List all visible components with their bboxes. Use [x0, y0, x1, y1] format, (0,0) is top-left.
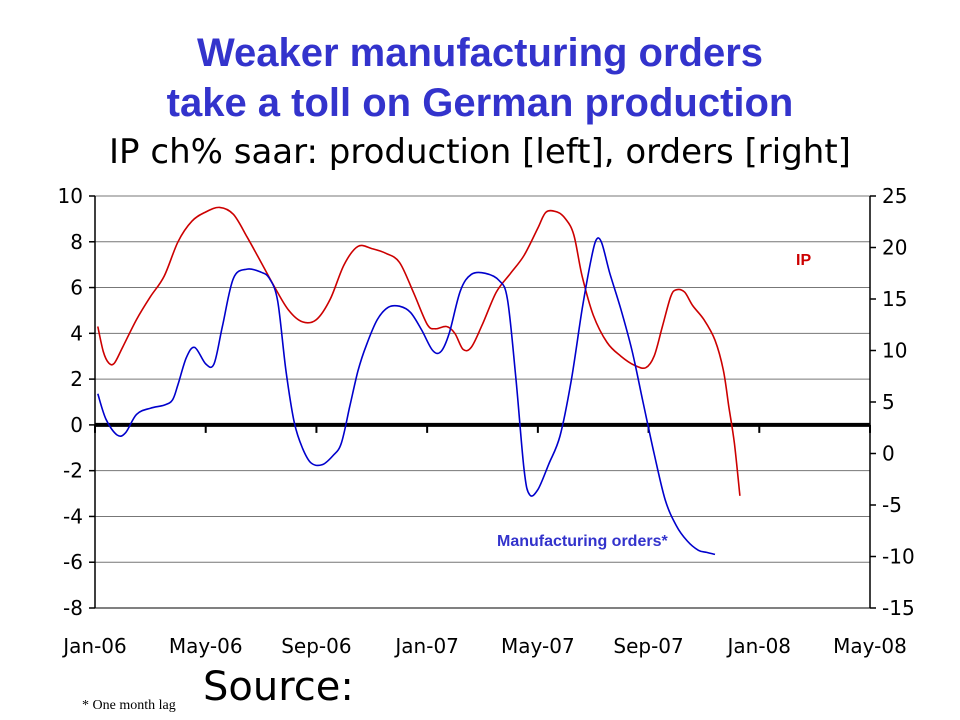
left-tick-label: 4 [70, 321, 83, 345]
right-tick-label: 10 [882, 339, 907, 363]
right-tick-label: 0 [882, 442, 895, 466]
left-tick-label: -4 [63, 504, 83, 528]
orders-line [97, 237, 716, 556]
left-tick-label: -2 [63, 459, 83, 483]
left-tick-label: 6 [70, 276, 83, 300]
x-tick-label: Jan-06 [61, 634, 127, 658]
right-tick-label: -15 [882, 596, 915, 620]
right-tick-label: 15 [882, 287, 907, 311]
left-tick-label: 0 [70, 413, 83, 437]
x-tick-label: Sep-07 [613, 634, 683, 658]
series-lines [97, 206, 741, 556]
right-tick-label: 25 [882, 184, 907, 208]
x-tick-label: Jan-08 [726, 634, 792, 658]
ip-line [97, 206, 741, 496]
footnote: * One month lag [82, 698, 176, 713]
x-tick-label: May-08 [833, 634, 907, 658]
x-axis: Jan-06 May-06 Sep-06 Jan-07 May-07 Sep-07 Jan-… [61, 422, 907, 658]
chart-subtitle: IP ch% saar: production [left], orders [… [109, 132, 851, 172]
source-label: Source: [203, 664, 354, 710]
title-line-1: Weaker manufacturing orders [196, 31, 764, 75]
x-tick-label: May-07 [501, 634, 575, 658]
x-tick-label: Jan-07 [393, 634, 459, 658]
left-tick-label: -8 [63, 596, 83, 620]
left-tick-label: 2 [70, 367, 83, 391]
right-tick-label: 20 [882, 236, 907, 260]
right-tick-label: -5 [882, 493, 902, 517]
orders-series-label: Manufacturing orders* [497, 533, 668, 550]
x-tick-label: May-06 [169, 634, 243, 658]
left-tick-label: -6 [63, 550, 83, 574]
gridlines [95, 195, 870, 609]
x-tick-label: Sep-06 [281, 634, 351, 658]
title-line-2: take a toll on German production [166, 81, 794, 125]
right-y-axis: 25 20 15 10 5 0 -5 -10 -15 [869, 184, 915, 620]
right-tick-label: 5 [882, 390, 895, 414]
ip-series-label: IP [796, 252, 811, 269]
left-y-axis: 10 8 6 4 2 0 -2 -4 -6 -8 [58, 184, 96, 620]
left-tick-label: 10 [58, 184, 83, 208]
right-tick-label: -10 [882, 545, 915, 569]
left-tick-label: 8 [70, 230, 83, 254]
